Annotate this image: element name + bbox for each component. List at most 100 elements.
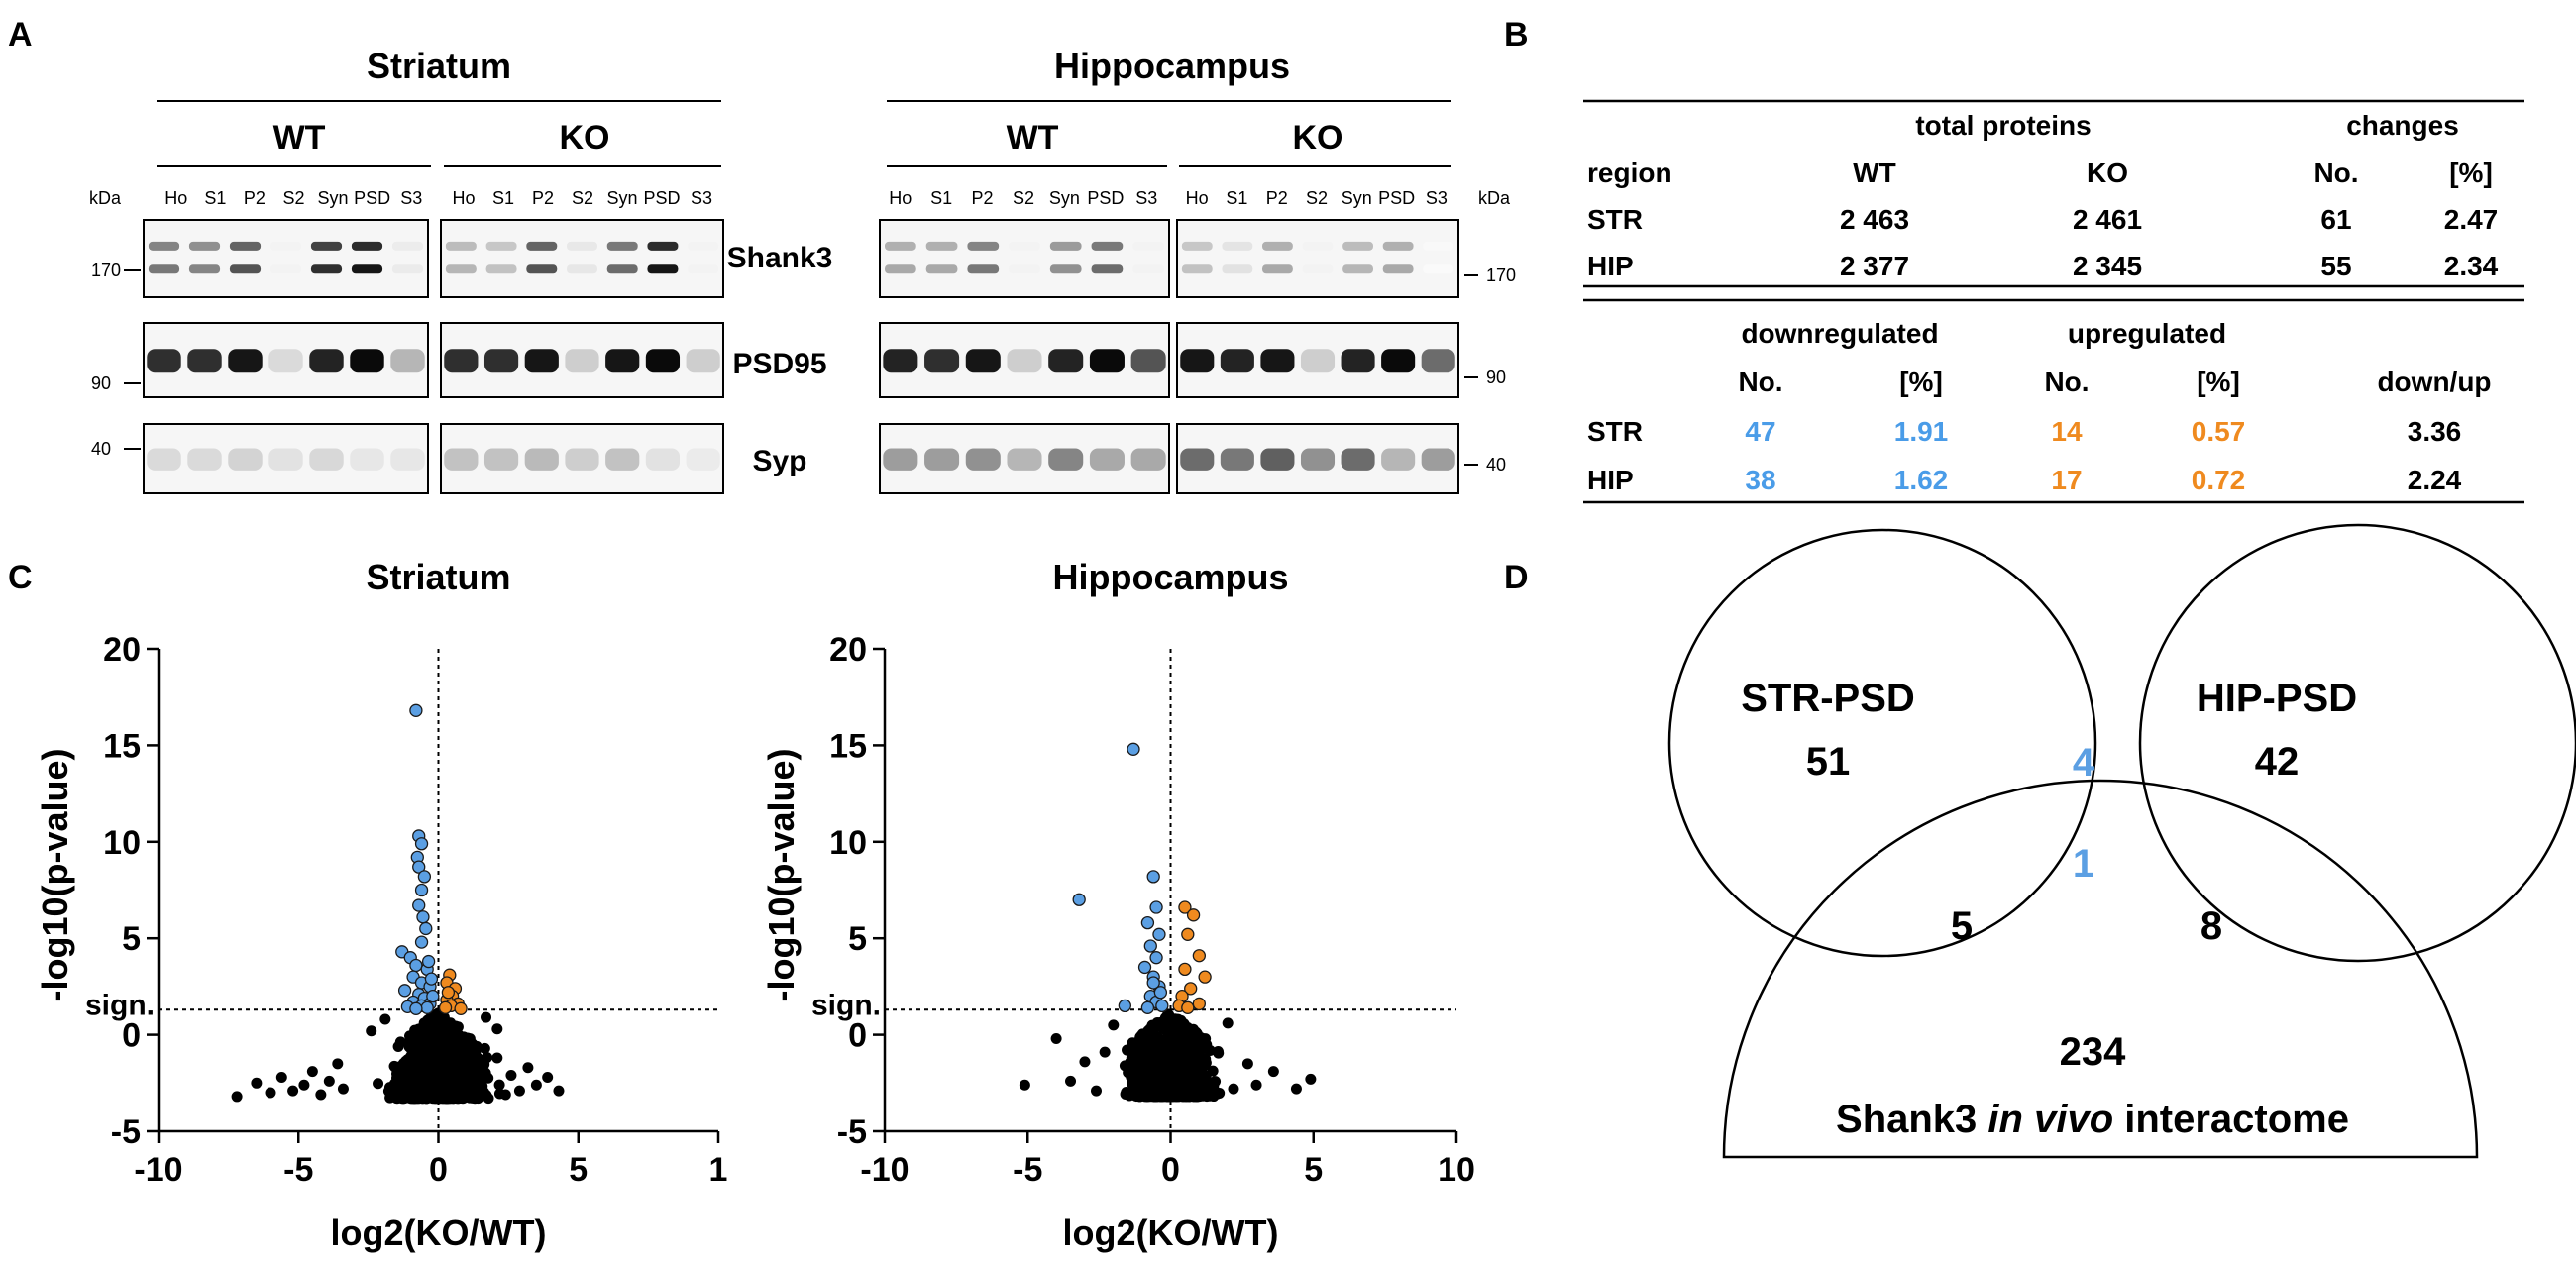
blot-band [228, 349, 263, 373]
ns-point [1126, 1071, 1137, 1083]
x-tick-label: -10 [860, 1151, 909, 1189]
blot-band [1341, 349, 1375, 373]
blot-band [485, 264, 517, 274]
blot-band [524, 349, 559, 373]
blot-band [269, 264, 302, 274]
ns-point [382, 1085, 394, 1097]
marker-170-right: 170 [1486, 265, 1516, 285]
ns-point [1099, 1046, 1111, 1058]
lane-label: S1 [492, 188, 514, 208]
ns-point [481, 1011, 492, 1023]
blot-band [1262, 241, 1293, 251]
ns-point [1250, 1079, 1262, 1091]
ns-point [332, 1058, 344, 1070]
ns-point [438, 1037, 450, 1049]
down-point [1137, 960, 1152, 975]
blot-band [1181, 241, 1213, 251]
blot-band [606, 264, 638, 274]
venn-diagram: STR-PSD HIP-PSD 51 42 4 1 5 8 234 Shank3… [1667, 523, 2576, 1159]
row-hip-region: HIP [1587, 251, 1634, 281]
blot-box [440, 219, 724, 298]
y-tick-label: 0 [122, 1017, 141, 1055]
ns-point [493, 1079, 505, 1091]
ns-point [470, 1046, 482, 1058]
blot-band [526, 241, 558, 251]
ns-point [1019, 1079, 1030, 1091]
blot-band [187, 349, 222, 373]
x-axis-label: log2(KO/WT) [1063, 1212, 1279, 1253]
kda-label-right: kDa [1478, 188, 1511, 208]
blot-band [524, 448, 559, 471]
blot-band [1260, 349, 1295, 373]
lane-label: P2 [972, 188, 994, 208]
down-point [1149, 900, 1163, 914]
interactome-semicircle [1722, 779, 2479, 1159]
x-tick-label: 0 [1161, 1151, 1180, 1189]
blot-band [350, 349, 384, 373]
lane-label: S1 [1226, 188, 1247, 208]
lane-label: PSD [1087, 188, 1124, 208]
y-tick-label: -5 [837, 1113, 867, 1151]
down-point [416, 910, 430, 924]
x-tick-label: 10 [1438, 1151, 1475, 1189]
ns-point [1187, 1070, 1199, 1082]
ns-point [1163, 1040, 1175, 1052]
y-axis-label: -log10(p-value) [35, 748, 75, 1001]
row2-str-region: STR [1587, 416, 1643, 447]
lane-label: S1 [204, 188, 226, 208]
down-point [1146, 870, 1160, 884]
col-up-no: No. [2044, 367, 2089, 397]
blot-band [485, 241, 517, 251]
ns-point [1120, 1088, 1131, 1100]
down-point [1140, 915, 1155, 930]
lane-label: S2 [282, 188, 304, 208]
blot-band [883, 349, 918, 373]
lane-label: PSD [1378, 188, 1415, 208]
col-down-no: No. [1738, 367, 1782, 397]
ns-point [459, 1054, 471, 1066]
y-tick-label: 0 [848, 1017, 867, 1055]
panel-letter-d: D [1504, 559, 1529, 596]
blot-band [1132, 264, 1164, 274]
down-point [419, 921, 433, 936]
blot-band [483, 448, 519, 471]
up-point [1181, 927, 1195, 941]
blot-band [1048, 349, 1084, 373]
ns-point [231, 1091, 243, 1103]
blot-band [967, 264, 1000, 274]
blot-band [1089, 349, 1125, 373]
col-down-up: down/up [2377, 367, 2491, 397]
ns-point [411, 1047, 423, 1059]
lane-label: PSD [354, 188, 390, 208]
lane-label: S2 [1306, 188, 1328, 208]
col-region: region [1587, 158, 1672, 188]
ns-point [1127, 1037, 1138, 1049]
blot-band [965, 349, 1001, 373]
blot-band [1180, 448, 1215, 471]
lane-label: Ho [164, 188, 187, 208]
lane-label: S2 [572, 188, 593, 208]
x-tick-label: 5 [569, 1151, 588, 1189]
ns-point [1205, 1085, 1217, 1097]
blot-band [885, 241, 916, 251]
blot-band [444, 448, 479, 471]
down-point [1143, 939, 1157, 953]
ns-point [1163, 1009, 1175, 1021]
count-hip-interactome: 8 [2200, 904, 2222, 948]
ns-point [491, 1052, 503, 1064]
ns-point [401, 1090, 413, 1102]
count-hip-only: 42 [2255, 740, 2300, 784]
ns-point [1151, 1067, 1163, 1079]
count-str-interactome: 5 [1951, 904, 1973, 948]
header-total-proteins: total proteins [1915, 110, 2091, 141]
blot-band [647, 264, 679, 274]
down-point [426, 989, 440, 1003]
ns-point [1184, 1050, 1196, 1062]
blot-band [567, 241, 597, 251]
ns-point [431, 1010, 443, 1022]
lane-label: Syn [1049, 188, 1080, 208]
ns-point [522, 1062, 534, 1074]
blot-band [1091, 264, 1124, 274]
x-tick-label: 0 [429, 1151, 448, 1189]
ns-point [1222, 1017, 1234, 1029]
